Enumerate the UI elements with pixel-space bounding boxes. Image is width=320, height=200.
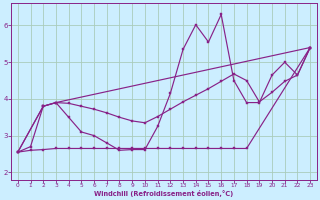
X-axis label: Windchill (Refroidissement éolien,°C): Windchill (Refroidissement éolien,°C) bbox=[94, 190, 234, 197]
